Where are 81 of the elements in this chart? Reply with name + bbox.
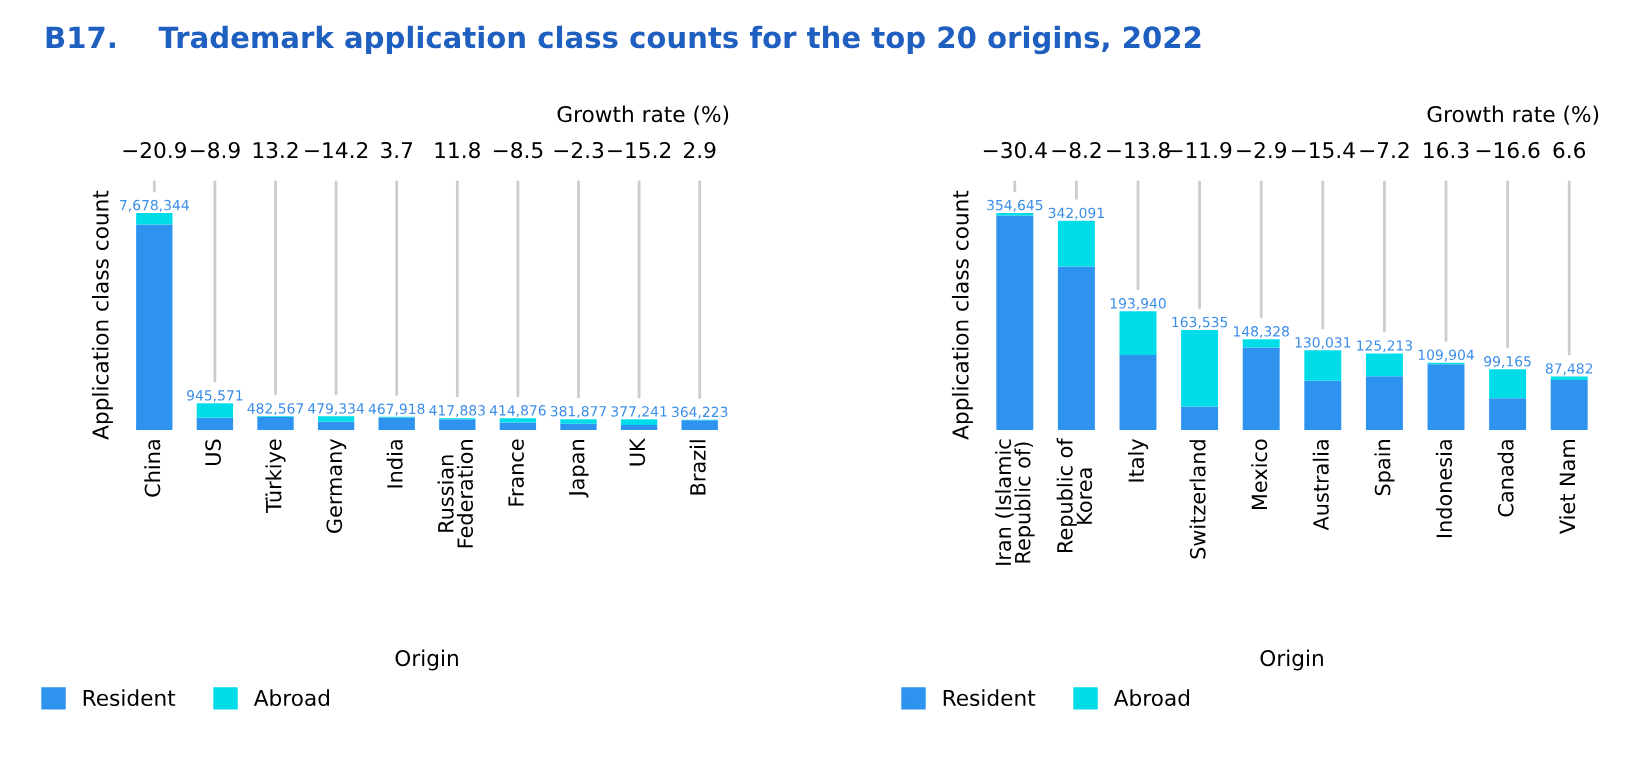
annotation: −7.2 bbox=[1360, 141, 1409, 158]
bar bbox=[1057, 266, 1095, 430]
annotation: 11.8 bbox=[435, 141, 480, 159]
annotation: −2.9 bbox=[1237, 141, 1286, 159]
bar bbox=[681, 420, 718, 430]
annotation: 2.9 bbox=[684, 141, 716, 159]
annotation: −15.2 bbox=[608, 141, 671, 159]
chart-title: B17. Trademark application class counts for the top 20 origins, 2022 bbox=[46, 25, 1201, 55]
bar bbox=[257, 416, 294, 430]
bar bbox=[1119, 354, 1157, 430]
annotation: 6.6 bbox=[1553, 141, 1586, 159]
text: Growth rate (%) bbox=[557, 105, 729, 125]
x-tick-label: US bbox=[205, 439, 221, 465]
x-tick-label: Germany bbox=[326, 438, 347, 533]
x-tick-label: Spain bbox=[1374, 440, 1395, 496]
bar bbox=[1242, 347, 1280, 430]
x-tick-label: Canada bbox=[1497, 440, 1514, 517]
legend-label: Abroad bbox=[1113, 689, 1190, 707]
bar bbox=[1242, 339, 1280, 348]
x-axis-title: Origin bbox=[1260, 649, 1323, 671]
bar bbox=[1365, 376, 1403, 430]
x-tick-label: Republic of Korea bbox=[1056, 437, 1093, 553]
x-tick-label: Türkiye bbox=[265, 439, 286, 514]
annotation: −8.5 bbox=[493, 141, 543, 159]
annotation: 16.3 bbox=[1424, 141, 1469, 159]
y-axis-title: Application class count bbox=[91, 190, 113, 440]
text: Growth rate (%) bbox=[1427, 105, 1599, 125]
bar bbox=[196, 403, 234, 418]
x-tick-label: Russian Federation bbox=[437, 440, 474, 548]
x-tick-label: Japan bbox=[569, 440, 589, 498]
bar bbox=[317, 416, 355, 422]
bar bbox=[1057, 220, 1095, 267]
annotation: −15.4 bbox=[1291, 142, 1355, 159]
annotation: −13.8 bbox=[1107, 141, 1170, 159]
annotation: −8.9 bbox=[190, 141, 240, 159]
legend-label: Resident bbox=[943, 689, 1036, 707]
bar bbox=[1365, 353, 1403, 377]
x-tick-label: Iran (Islamic Republic of) bbox=[995, 439, 1035, 565]
x-tick-label: China bbox=[144, 440, 161, 497]
annotation: 3.7 bbox=[381, 141, 413, 159]
annotation: −30.4 bbox=[983, 141, 1047, 159]
annotation: −16.6 bbox=[1476, 141, 1540, 159]
bar bbox=[1181, 329, 1219, 407]
annotation: −20.9 bbox=[123, 141, 186, 159]
bar bbox=[620, 419, 658, 426]
x-tick-label: France bbox=[508, 439, 524, 506]
y-axis-title: Application class count bbox=[951, 190, 973, 440]
bar bbox=[1427, 364, 1465, 430]
bar bbox=[439, 419, 476, 430]
bar bbox=[378, 417, 415, 430]
legend-label: Resident bbox=[83, 689, 176, 707]
x-tick-label: Mexico bbox=[1251, 439, 1268, 510]
bar bbox=[1181, 406, 1219, 430]
x-tick-label: India bbox=[386, 440, 403, 488]
bar bbox=[196, 417, 234, 430]
x-tick-label: Brazil bbox=[689, 440, 706, 495]
x-tick-label: Indonesia bbox=[1435, 440, 1453, 538]
bar bbox=[136, 213, 173, 225]
x-tick-label: UK bbox=[629, 437, 646, 466]
annotation: −2.3 bbox=[554, 141, 604, 159]
annotation: −14.2 bbox=[305, 141, 368, 158]
bar bbox=[1550, 379, 1588, 430]
annotation: 13.2 bbox=[253, 141, 298, 159]
bar bbox=[317, 421, 355, 430]
annotation: −11.9 bbox=[1168, 141, 1232, 159]
annotation: −8.2 bbox=[1052, 141, 1101, 159]
bar bbox=[1304, 380, 1342, 430]
bar bbox=[560, 423, 597, 430]
bar bbox=[136, 224, 173, 430]
bar bbox=[1489, 369, 1527, 399]
bar bbox=[1489, 398, 1527, 430]
x-tick-label: Italy bbox=[1127, 438, 1149, 482]
bar bbox=[1304, 350, 1342, 381]
bar bbox=[996, 215, 1034, 430]
x-axis-title: Origin bbox=[395, 649, 458, 671]
bar bbox=[499, 422, 537, 430]
x-tick-label: Australia bbox=[1312, 440, 1329, 531]
legend-label: Abroad bbox=[253, 689, 330, 707]
bar bbox=[1119, 311, 1157, 355]
x-tick-label: Viet Nam bbox=[1559, 440, 1576, 534]
x-tick-label: Switzerland bbox=[1189, 440, 1206, 559]
